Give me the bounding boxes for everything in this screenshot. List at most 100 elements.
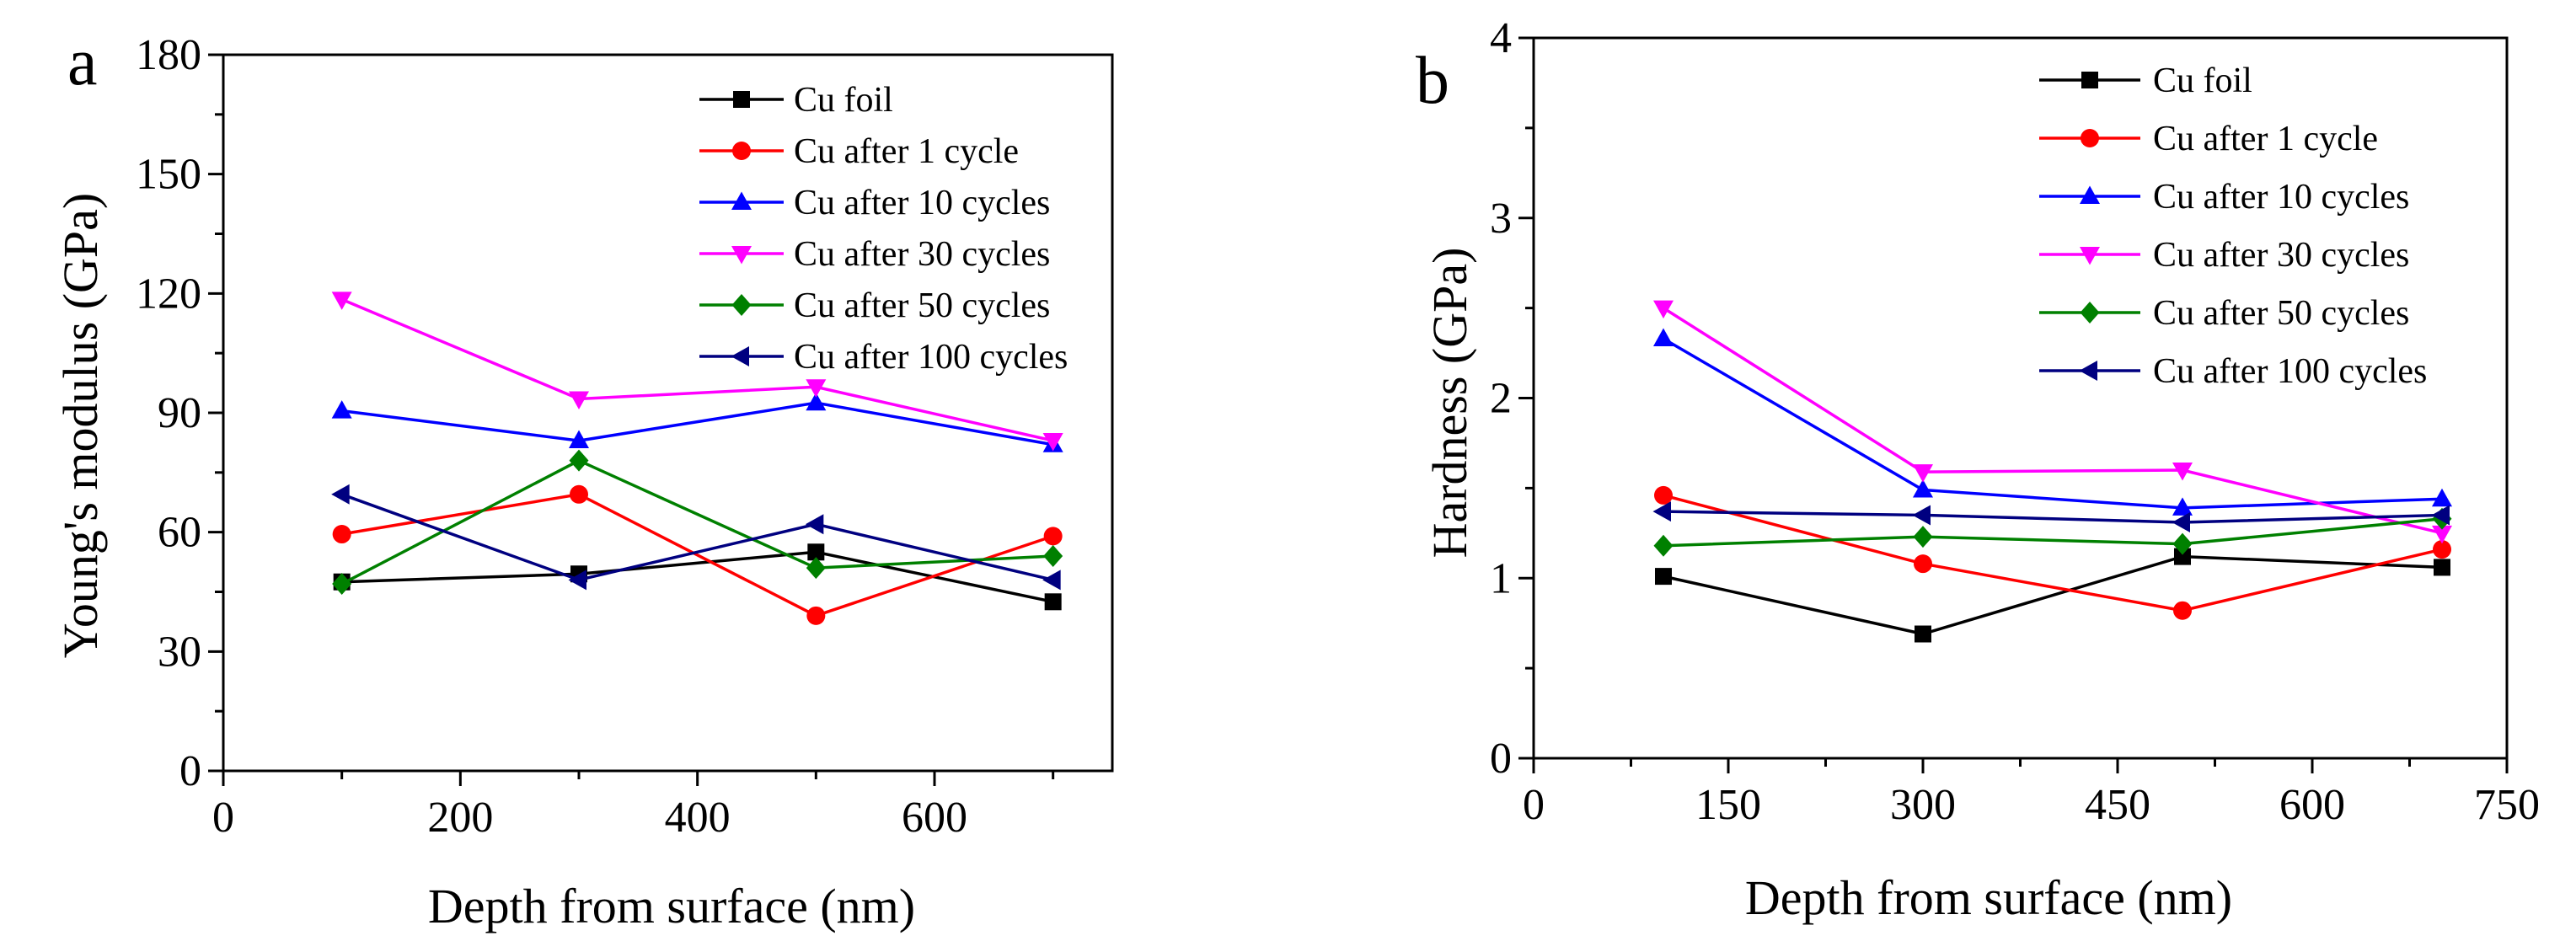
panel-a-y-axis-title: Young's modulus (GPa): [53, 193, 108, 658]
panel-b-y-tick-label: 1: [1490, 554, 1512, 602]
panel-a-legend-marker: [732, 142, 751, 160]
panel-b-legend: Cu foil Cu after 1 cycle Cu after 10 cycle…: [2039, 62, 2427, 391]
panel-b-y-tick-label: 3: [1490, 195, 1512, 243]
panel-a-series-cu-after-10-cycles: [331, 392, 1063, 452]
panel-a-legend-entry-cu-after-1-cycle: Cu after 1 cycle: [699, 132, 1019, 171]
panel-b-data-point-cu-after-1-cycle: [1654, 485, 1673, 505]
panel-b-x-tick-label: 0: [1523, 781, 1545, 829]
panel-a-y-tick-label: 120: [136, 270, 201, 318]
panel-a-y-tick-label: 60: [158, 509, 201, 557]
panel-b-series-line-cu-after-50-cycles: [1663, 516, 2443, 548]
panel-a-y-tick-label: 180: [136, 31, 201, 79]
panel-a-series-cu-after-30-cycles: [331, 291, 1063, 452]
panel-a-legend-marker: [733, 91, 750, 108]
panel-b-legend-label: Cu after 30 cycles: [2153, 236, 2409, 275]
panel-b-legend-marker: [2080, 185, 2100, 204]
panel-b-series-cu-foil: [1655, 548, 2450, 643]
panel-a-data-point-cu-after-50-cycles: [332, 573, 352, 596]
panel-a-data-point-cu-after-1-cycle: [1043, 527, 1063, 546]
panel-b-data-point-cu-after-1-cycle: [2173, 601, 2192, 620]
panel-b-legend-marker: [2080, 302, 2100, 324]
panel-b-series-cu-after-100-cycles: [1652, 501, 2450, 532]
panel-b-series-cu-after-30-cycles: [1653, 300, 2452, 544]
panel-b-data-point-cu-after-100-cycles: [2172, 511, 2190, 532]
panel-a-legend-label: Cu after 10 cycles: [794, 184, 1050, 222]
panel-a-legend-label: Cu after 100 cycles: [794, 338, 1068, 377]
panel-a-series-line-cu-after-10-cycles: [341, 401, 1053, 447]
panel-b-data-point-cu-after-100-cycles: [1652, 501, 1671, 522]
panel-a-y-tick-label: 30: [158, 628, 201, 676]
panel-a-data-point-cu-foil: [807, 543, 825, 561]
panel-a-legend-label: Cu after 1 cycle: [794, 132, 1019, 171]
panel-a-y-tick-label: 150: [136, 151, 201, 199]
panel-b-x-tick-label: 300: [1890, 781, 1956, 829]
panel-b-series-line-cu-after-30-cycles: [1663, 307, 2443, 535]
panel-b-series-line-cu-after-100-cycles: [1663, 510, 2443, 524]
panel-a-y-tick-label: 0: [179, 747, 201, 795]
panel-b-data-point-cu-after-30-cycles: [2432, 525, 2452, 544]
panel-a-data-point-cu-after-100-cycles: [331, 484, 350, 505]
panel-b-legend-entry-cu-after-10-cycles: Cu after 10 cycles: [2039, 178, 2409, 217]
panel-a-data-point-cu-after-100-cycles: [805, 514, 824, 535]
panel-b-data-point-cu-after-100-cycles: [1912, 505, 1931, 526]
panel-b-data-point-cu-after-100-cycles: [2431, 505, 2450, 526]
panel-a-legend-entry-cu-after-100-cycles: Cu after 100 cycles: [699, 338, 1068, 377]
panel-b-data-point-cu-foil: [1915, 625, 1931, 643]
panel-a-legend-label: Cu foil: [794, 81, 893, 120]
panel-b-data-point-cu-after-30-cycles: [2172, 463, 2193, 481]
panel-b-x-tick-label: 600: [2279, 781, 2345, 829]
panel-a-label: a: [67, 25, 98, 99]
panel-a-y-tick-label: 90: [158, 389, 201, 437]
panel-b-y-tick-label: 0: [1490, 735, 1512, 783]
panel-a-series-cu-after-1-cycle: [332, 484, 1063, 625]
panel-b-data-point-cu-after-10-cycles: [2432, 488, 2452, 507]
panel-a-legend-entry-cu-after-30-cycles: Cu after 30 cycles: [699, 235, 1050, 274]
panel-b-y-tick-label: 4: [1490, 14, 1512, 62]
panel-b-legend-marker: [2081, 72, 2098, 88]
panel-b-legend-label: Cu after 1 cycle: [2153, 120, 2378, 158]
panel-a-data-point-cu-after-1-cycle: [570, 484, 588, 504]
panel-b-legend-entry-cu-after-1-cycle: Cu after 1 cycle: [2039, 120, 2378, 158]
panel-b-data-point-cu-after-1-cycle: [1914, 554, 1932, 574]
panel-a-data-point-cu-after-10-cycles: [331, 400, 352, 419]
panel-b-data-point-cu-after-10-cycles: [1913, 479, 1933, 498]
panel-b-series-line-cu-after-10-cycles: [1663, 337, 2443, 510]
panel-b-series-line-cu-after-1-cycle: [1663, 494, 2443, 612]
panel-a-legend-marker: [731, 346, 749, 366]
panel-a-data-point-cu-after-50-cycles: [1043, 545, 1063, 567]
panel-a-series-line-cu-foil: [341, 550, 1054, 604]
panel-b-legend-label: Cu foil: [2153, 62, 2252, 100]
panel-b-legend-label: Cu after 10 cycles: [2153, 178, 2409, 217]
panel-b-data-point-cu-after-50-cycles: [2172, 532, 2193, 555]
panel-b-legend-marker: [2080, 247, 2100, 265]
panel-a-series-line-cu-after-30-cycles: [340, 297, 1054, 442]
panel-b-data-point-cu-foil: [2434, 559, 2450, 576]
panel-a-series-cu-after-100-cycles: [331, 484, 1061, 591]
panel-a-data-point-cu-after-100-cycles: [568, 570, 586, 591]
panel-b-data-point-cu-after-30-cycles: [1653, 300, 1674, 319]
panel-a-x-tick-label: 0: [212, 794, 234, 842]
panel-b-legend-label: Cu after 100 cycles: [2153, 352, 2427, 391]
panel-b-y-axis-title: Hardness (GPa): [1422, 248, 1477, 559]
panel-b-legend-marker: [2081, 129, 2099, 147]
panel-b-data-point-cu-after-1-cycle: [2433, 540, 2451, 559]
panel-a-x-tick-label: 400: [665, 794, 731, 842]
panel-a-legend: Cu foil Cu after 1 cycle Cu after 10 cycle…: [699, 81, 1068, 377]
panel-a-data-point-cu-after-30-cycles: [331, 291, 352, 310]
panel-a-legend-marker: [731, 191, 752, 210]
panel-a-series-line-cu-after-50-cycles: [340, 458, 1053, 586]
panel-a-legend-entry-cu-after-10-cycles: Cu after 10 cycles: [699, 184, 1050, 222]
panel-a-data-point-cu-after-50-cycles: [806, 557, 826, 580]
panel-a-data-point-cu-foil: [1044, 593, 1062, 611]
panel-b-data-point-cu-after-10-cycles: [2172, 497, 2193, 516]
panel-b-data-point-cu-foil: [2174, 548, 2191, 565]
panel-b-data-point-cu-foil: [1655, 568, 1672, 586]
panel-b-x-axis-title: Depth from surface (nm): [1745, 870, 2232, 925]
panel-b-legend-entry-cu-foil: Cu foil: [2039, 62, 2252, 100]
panel-a-x-tick-label: 600: [902, 794, 967, 842]
panel-b-legend-entry-cu-after-30-cycles: Cu after 30 cycles: [2039, 236, 2409, 275]
panel-a-data-point-cu-after-30-cycles: [1042, 433, 1063, 452]
panel-b-x-tick-label: 450: [2085, 781, 2150, 829]
panel-a-x-axis-title: Depth from surface (nm): [428, 879, 915, 933]
